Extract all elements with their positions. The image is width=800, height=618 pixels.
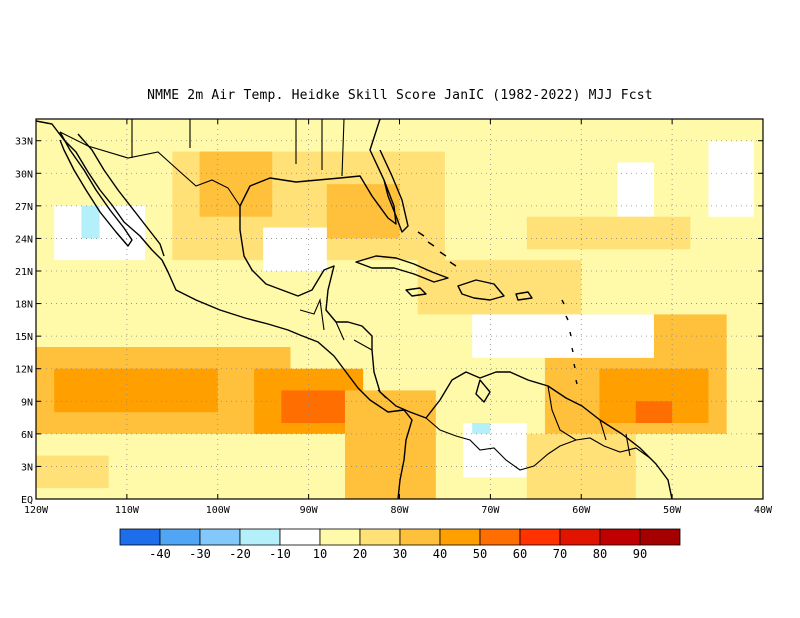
baja-california-coastline — [59, 131, 133, 247]
us-state-lines — [131, 119, 345, 177]
map-title: NMME 2m Air Temp. Heidke Skill Score Jan… — [147, 88, 653, 103]
x-tick-label: 80W — [390, 505, 409, 516]
y-tick-label: 30N — [15, 169, 33, 180]
colorbar-swatch — [599, 528, 641, 546]
colorbar-label: 20 — [353, 547, 367, 561]
colorbar-swatch — [319, 528, 361, 546]
florida-coastline — [379, 149, 409, 233]
colorbar-swatch — [159, 528, 201, 546]
x-tick-label: 60W — [572, 505, 591, 516]
colorbar-label: 80 — [593, 547, 607, 561]
bahamas — [417, 231, 457, 267]
y-tick-label: 24N — [15, 234, 33, 245]
x-tick-label: 90W — [300, 505, 319, 516]
lake-maracaibo — [475, 379, 491, 403]
colorbar-label: -40 — [149, 547, 171, 561]
skill-region-5 — [54, 368, 218, 413]
colorbar-label: 70 — [553, 547, 567, 561]
colorbar-swatch — [239, 528, 281, 546]
colorbar-label: -30 — [189, 547, 211, 561]
colorbar-swatch — [399, 528, 441, 546]
lesser-antilles — [561, 299, 578, 385]
colorbar-label: 90 — [633, 547, 647, 561]
colorbar-label: 40 — [433, 547, 447, 561]
colorbar-swatch — [519, 528, 561, 546]
coastlines — [36, 119, 673, 499]
y-tick-label: 33N — [15, 137, 33, 148]
central-america-borders — [299, 297, 387, 399]
y-tick-label: 18N — [15, 300, 33, 311]
skill-region-11 — [635, 401, 673, 423]
x-tick-label: 100W — [206, 505, 231, 516]
colorbar-label: 30 — [393, 547, 407, 561]
y-tick-label: 3N — [21, 462, 33, 473]
caribbean-central-america-coastline — [347, 321, 427, 419]
skill-region-7 — [281, 390, 345, 423]
skill-region-2 — [199, 151, 273, 217]
y-tick-label: 27N — [15, 202, 33, 213]
gulf-of-mexico-coastline — [239, 119, 397, 323]
y-tick-label: 9N — [21, 397, 33, 408]
x-tick-label: 110W — [115, 505, 140, 516]
lat-lon-grid — [36, 119, 763, 499]
colorbar-swatch — [119, 528, 161, 546]
colorbar-swatch — [479, 528, 521, 546]
gulf-of-california-coastline — [77, 133, 165, 257]
colorbar: -40 -30 -20 -10 10 20 30 40 50 60 70 80 90 — [119, 528, 681, 561]
skill-region-18 — [472, 423, 491, 434]
x-tick-label: 120W — [24, 505, 49, 516]
y-tick-label: 12N — [15, 365, 33, 376]
colorbar-swatch — [639, 528, 681, 546]
x-tick-label: 40W — [754, 505, 773, 516]
skill-region-8 — [344, 390, 436, 499]
colorbar-swatch — [279, 528, 321, 546]
south-america-borders — [425, 385, 651, 471]
colorbar-swatch — [439, 528, 481, 546]
colorbar-label: -20 — [229, 547, 251, 561]
colorbar-label: -10 — [269, 547, 291, 561]
hispaniola — [457, 279, 505, 301]
axis-ticks: 120W 110W 100W 90W 80W 70W 60W 50W 40W EQ 3N 6N 9N 12… — [15, 119, 773, 516]
colorbar-swatch — [199, 528, 241, 546]
skill-region-19 — [617, 162, 654, 217]
colorbar-swatch — [559, 528, 601, 546]
skill-region-21 — [526, 216, 691, 250]
colorbar-swatch — [359, 528, 401, 546]
y-tick-label: 15N — [15, 332, 33, 343]
y-tick-label: 6N — [21, 430, 33, 441]
us-mexico-border — [59, 131, 241, 207]
puerto-rico — [515, 291, 533, 301]
x-tick-label: 70W — [481, 505, 500, 516]
x-tick-label: 50W — [663, 505, 682, 516]
skill-region-16 — [81, 205, 100, 239]
colorbar-label: 60 — [513, 547, 527, 561]
colorbar-label: 50 — [473, 547, 487, 561]
skill-region-20 — [708, 140, 754, 217]
skill-region-22 — [36, 455, 109, 489]
colorbar-label: 10 — [313, 547, 327, 561]
cuba — [355, 255, 449, 283]
skill-region-13 — [472, 314, 654, 358]
political-borders — [59, 119, 651, 471]
y-tick-label: EQ — [21, 495, 33, 506]
y-tick-label: 21N — [15, 267, 33, 278]
jamaica — [405, 287, 427, 297]
skill-region-14 — [263, 227, 327, 271]
skill-region-12 — [417, 260, 582, 315]
